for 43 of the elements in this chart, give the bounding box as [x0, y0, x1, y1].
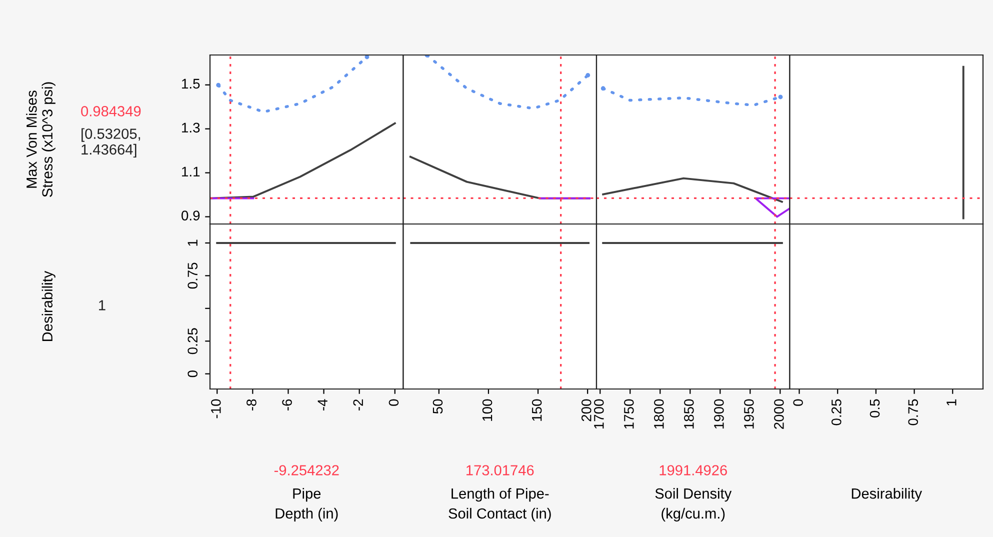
ref-line-label: 1991.4926: [660, 465, 727, 476]
x-tick-label: 0: [793, 399, 803, 406]
x-tick-label: 1700: [594, 399, 604, 429]
text: [0.53205, 1.43664]: [82, 128, 140, 158]
x-tick-label: -4: [318, 399, 328, 410]
text: 1: [99, 300, 106, 310]
x-tick-label: 2000: [774, 399, 784, 429]
x-axis-title: Desirability: [852, 488, 922, 502]
y-tick-label: 1: [188, 240, 198, 246]
x-axis-title: Soil Density (kg/cu.m.): [655, 488, 732, 522]
x-tick-label: -8: [246, 399, 256, 410]
y-axis-title: Desirability: [42, 270, 56, 341]
y-tick-label: 1.3: [182, 122, 200, 133]
x-tick-label: 0: [388, 399, 399, 406]
x-tick-label: 100: [482, 399, 492, 421]
x-tick-label: 0.5: [870, 399, 880, 418]
y-axis-title: Max Von Mises Stress (x10^3 psi): [26, 82, 56, 197]
x-tick-label: 50: [432, 399, 443, 414]
x-tick-label: 1950: [744, 399, 754, 429]
x-tick-label: 1: [946, 399, 956, 406]
x-tick-label: 1850: [684, 399, 694, 429]
x-tick-label: 200: [581, 399, 592, 422]
ref-line-label: -9.254232: [274, 465, 339, 476]
x-tick-label: 1750: [624, 399, 634, 429]
x-tick-label: 0.25: [831, 399, 842, 426]
x-tick-label: -10: [211, 399, 221, 418]
x-tick-label: 150: [532, 399, 542, 421]
ref-line-label: 0.984349: [81, 106, 141, 116]
y-tick-label: 0.75: [188, 262, 198, 289]
x-tick-label: -6: [282, 399, 292, 410]
y-tick-label: 0.25: [188, 328, 198, 354]
x-tick-label: 1800: [654, 399, 664, 429]
y-tick-label: 1.1: [182, 166, 200, 176]
ref-line-label: 173.01746: [466, 465, 534, 476]
line-series: [210, 122, 396, 200]
x-tick-label: -2: [353, 399, 363, 410]
x-axis-title: Pipe Depth (in): [276, 488, 338, 522]
y-tick-label: 0.9: [182, 210, 200, 220]
x-axis-title: Length of Pipe- Soil Contact (in): [448, 488, 551, 522]
y-tick-label: 1.5: [182, 78, 200, 89]
x-tick-label: 1900: [714, 399, 724, 429]
y-tick-label: 0: [188, 370, 198, 378]
x-tick-label: 0.75: [908, 399, 918, 426]
